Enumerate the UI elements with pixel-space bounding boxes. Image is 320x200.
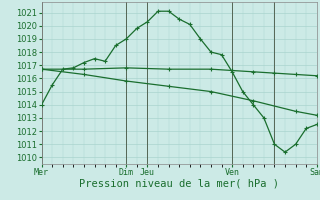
- X-axis label: Pression niveau de la mer( hPa ): Pression niveau de la mer( hPa ): [79, 179, 279, 189]
